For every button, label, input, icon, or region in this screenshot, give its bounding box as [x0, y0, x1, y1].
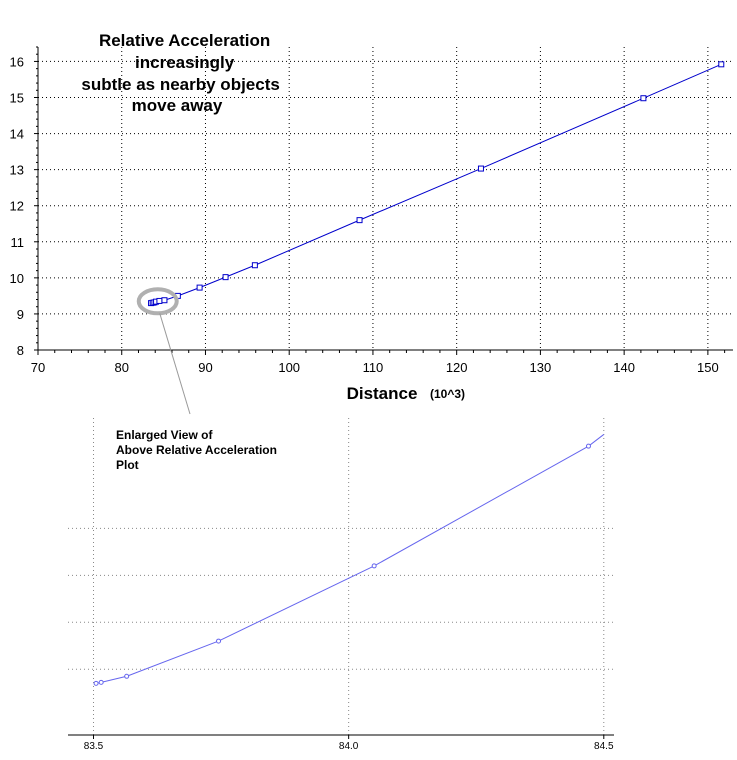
y-tick-label: 16 [10, 54, 24, 69]
y-tick-label: 15 [10, 91, 24, 106]
enlarged-series-markers [93, 443, 591, 686]
main-annotation-line: increasingly [135, 53, 235, 72]
data-point [93, 680, 99, 686]
callout-line [159, 313, 191, 415]
enlarged-annotation: Enlarged View of Above Relative Accelera… [116, 428, 280, 472]
main-series-markers [148, 61, 725, 307]
data-point [156, 297, 163, 304]
data-point [196, 284, 203, 291]
x-tick-label: 150 [697, 360, 719, 375]
main-x-axis-label: Distance [347, 384, 418, 403]
data-point [251, 262, 258, 269]
x-tick-label: 84.0 [339, 741, 359, 752]
main-grid [38, 47, 733, 350]
y-tick-label: 13 [10, 163, 24, 178]
enlarged-grid [68, 418, 614, 735]
highlight-ellipse [136, 287, 179, 316]
main-annotation-line: move away [132, 96, 223, 115]
enlarged-annotation-line: Plot [116, 458, 139, 472]
data-point [222, 274, 229, 281]
x-tick-label: 70 [31, 360, 45, 375]
data-point [640, 95, 647, 102]
enlarged-series-line [95, 434, 605, 684]
main-x-axis-unit: (10^3) [430, 387, 465, 401]
data-point [124, 673, 130, 679]
main-chart: 70 80 90 100 110 120 130 140 150 8 9 10 11 12 13 14 15 1… [10, 31, 733, 415]
main-annotation-line: subtle as nearby objects [81, 75, 279, 94]
x-tick-label: 120 [446, 360, 468, 375]
x-tick-label: 130 [530, 360, 552, 375]
y-tick-label: 8 [17, 343, 24, 358]
y-tick-label: 10 [10, 271, 24, 286]
data-point [718, 61, 725, 68]
x-tick-label: 110 [363, 360, 384, 375]
data-point [98, 679, 104, 685]
x-tick-label: 140 [613, 360, 635, 375]
enlarged-annotation-line: Above Relative Acceleration [116, 443, 277, 457]
data-point [477, 165, 484, 172]
x-tick-label: 80 [115, 360, 129, 375]
main-y-ticks: 8 9 10 11 12 13 14 15 16 [10, 46, 38, 358]
main-annotation-line: Relative Acceleration [99, 31, 270, 50]
data-point [216, 638, 222, 644]
data-point [371, 563, 377, 569]
enlarged-x-ticks: 83.5 84.0 84.5 [84, 735, 614, 752]
y-tick-label: 12 [10, 199, 24, 214]
data-point [585, 443, 591, 449]
main-x-ticks: 70 80 90 100 110 120 130 140 150 [31, 350, 726, 375]
data-point [356, 217, 363, 224]
enlarged-chart: 83.5 84.0 84.5 Enlarged View of Above Rela… [68, 418, 614, 752]
enlarged-annotation-line: Enlarged View of [116, 428, 213, 442]
data-point [161, 297, 168, 304]
y-tick-label: 9 [17, 307, 24, 322]
x-tick-label: 100 [278, 360, 300, 375]
main-annotation: Relative Acceleration increasingly subtl… [81, 31, 284, 115]
y-tick-label: 11 [11, 235, 25, 250]
x-tick-label: 84.5 [594, 741, 614, 752]
y-tick-label: 14 [10, 127, 24, 142]
main-series-line [150, 63, 722, 304]
x-tick-label: 90 [198, 360, 212, 375]
x-tick-label: 83.5 [84, 741, 104, 752]
